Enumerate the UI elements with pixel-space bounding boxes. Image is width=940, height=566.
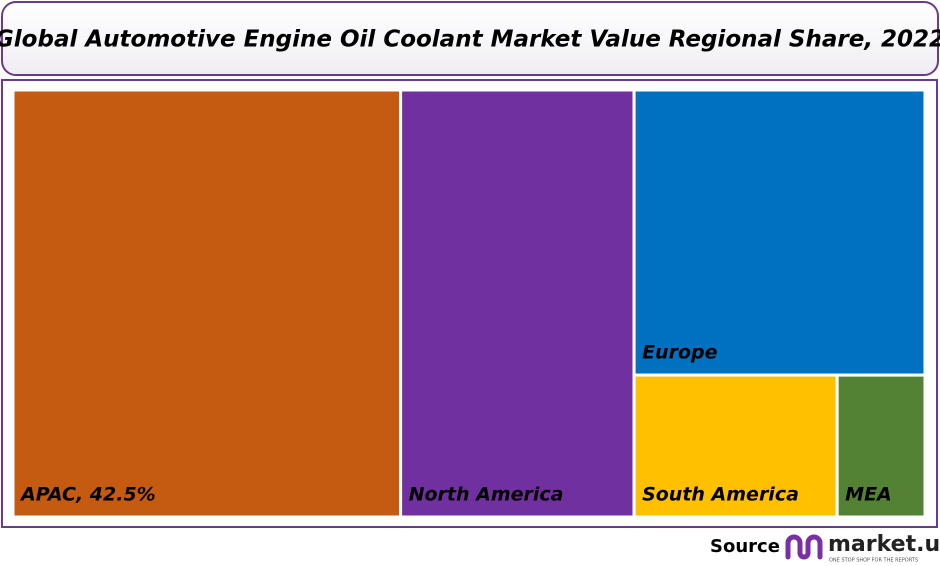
cell-label: Europe (642, 342, 718, 364)
cell-label: APAC, 42.5% (19, 484, 156, 506)
treemap-cell (835, 373, 927, 519)
treemap-cell (399, 88, 636, 519)
brand-name: market.us (828, 532, 940, 557)
source-label: Source (710, 536, 780, 557)
title-box (1, 1, 939, 76)
cell-label: North America (409, 484, 564, 506)
brand-tagline: ONE STOP SHOP FOR THE REPORTS (829, 558, 918, 564)
treemap-cell (632, 88, 927, 377)
treemap-cell (632, 373, 839, 519)
logo-icon (785, 534, 823, 560)
treemap: APAC, 42.5% North America Europe South Amer… (11, 88, 927, 519)
cell-label: South America (642, 484, 799, 506)
treemap-cell (11, 88, 403, 519)
cell-label: MEA (845, 484, 892, 506)
chart-title: Global Automotive Engine Oil Coolant Mar… (0, 27, 940, 53)
